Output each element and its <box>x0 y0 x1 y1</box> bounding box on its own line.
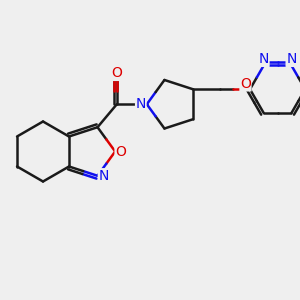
Text: O: O <box>115 145 126 158</box>
Text: O: O <box>240 77 251 91</box>
Text: N: N <box>286 52 297 66</box>
Text: N: N <box>136 97 146 111</box>
Text: N: N <box>259 52 269 66</box>
Text: N: N <box>98 169 109 183</box>
Text: O: O <box>111 66 122 80</box>
